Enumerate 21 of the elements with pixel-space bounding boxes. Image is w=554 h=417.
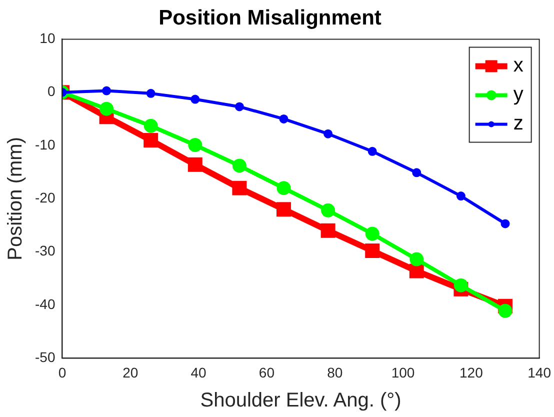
x-tick-label: 20 [122,364,138,380]
legend-label: x [513,54,524,77]
y-tick-label: -40 [35,296,56,312]
y-tick-label: 10 [40,30,56,46]
x-tick-label: 80 [327,364,343,380]
y-tick-label: 0 [47,83,56,100]
x-tick-label: 0 [58,364,66,380]
y-tick-label: -50 [35,349,56,366]
legend-label: y [513,84,524,106]
x-tick-label: 100 [391,364,415,380]
x-tick-label: 140 [528,364,552,380]
chart-title: Position Misalignment [158,6,382,30]
x-tick-label: 40 [190,364,207,380]
y-tick-label: -20 [35,190,56,206]
y-tick-label: -30 [35,242,56,259]
x-axis-title: Shoulder Elev. Ang. (°) [200,390,402,412]
legend-label: z [513,112,524,135]
x-tick-label: 120 [459,364,484,380]
x-tick-label: 60 [258,364,275,380]
y-tick-label: -10 [35,136,56,152]
y-axis-title: Position (mm) [4,137,27,260]
